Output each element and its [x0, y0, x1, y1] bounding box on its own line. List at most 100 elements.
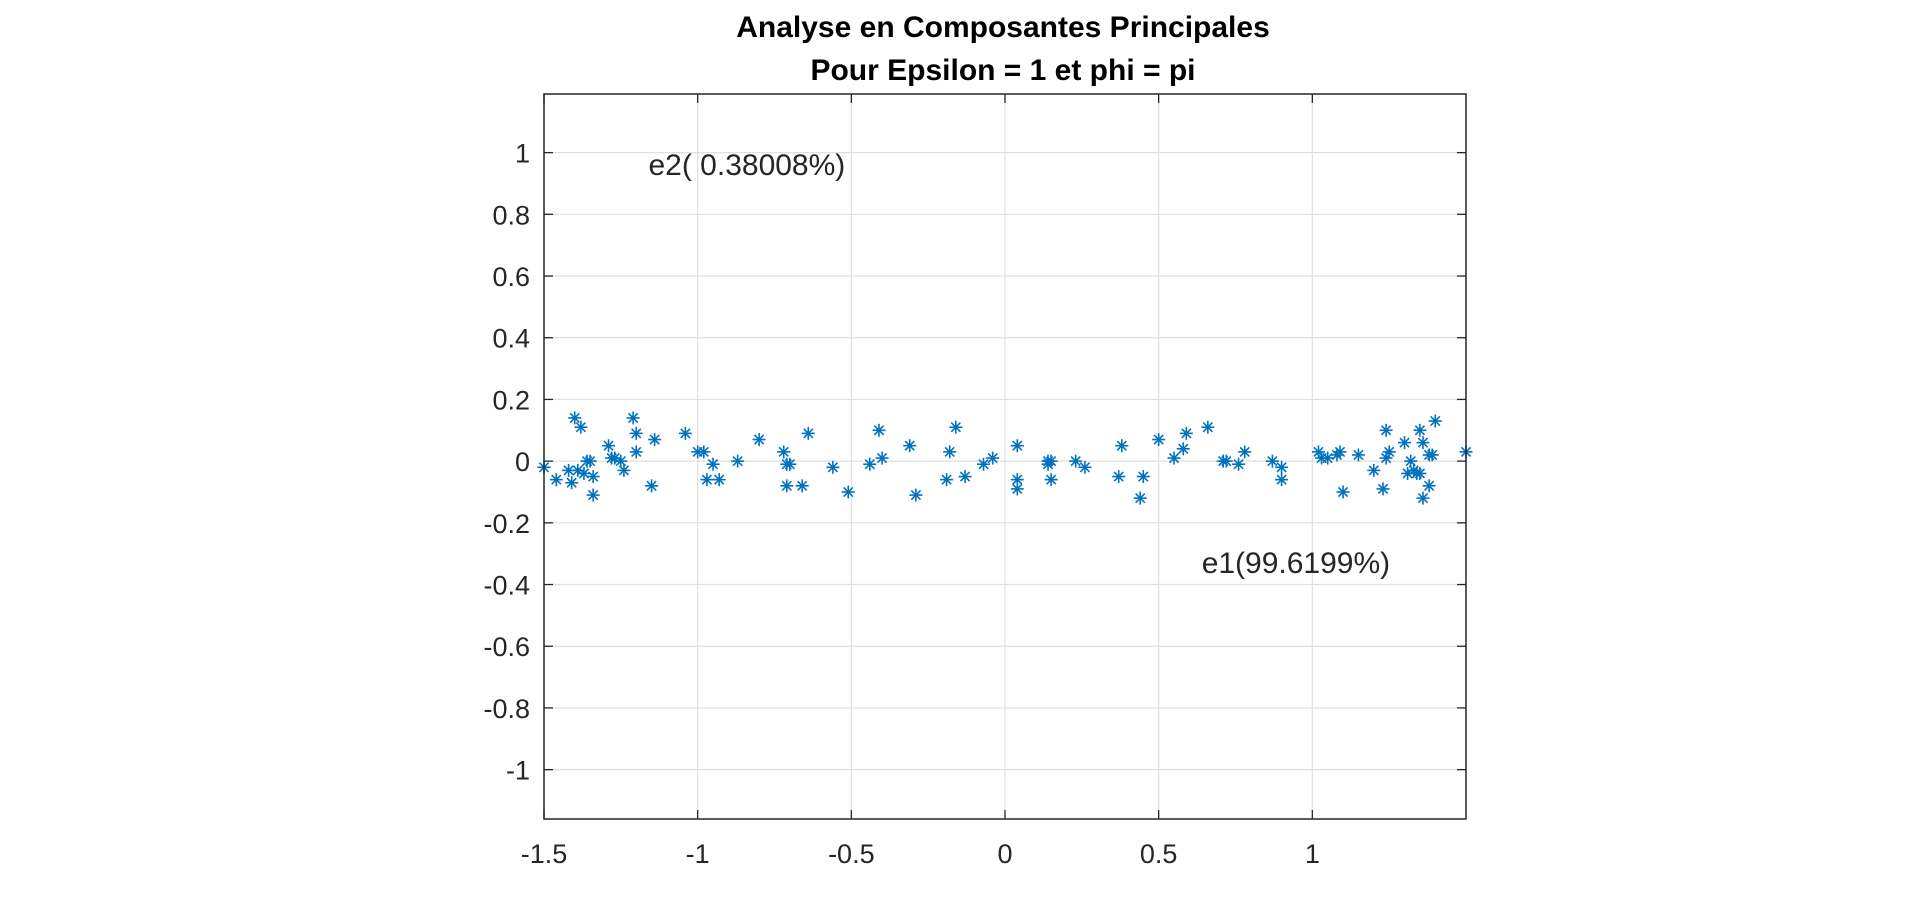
data-point — [1265, 454, 1279, 468]
data-point — [795, 479, 809, 493]
data-point — [863, 457, 877, 471]
data-point — [752, 433, 766, 447]
data-point — [909, 488, 923, 502]
data-point — [1336, 485, 1350, 499]
x-tick-label: 0.5 — [1140, 839, 1178, 869]
axis-ticks — [543, 94, 1466, 819]
data-point — [976, 457, 990, 471]
data-point — [629, 426, 643, 440]
data-point — [1044, 454, 1058, 468]
data-point — [1238, 445, 1252, 459]
y-tick-label: 0.4 — [492, 324, 530, 354]
data-point — [1376, 482, 1390, 496]
data-point — [1428, 414, 1442, 428]
data-point — [549, 473, 563, 487]
y-tick-label: 0.6 — [492, 262, 530, 292]
x-tick-label: -1 — [686, 839, 710, 869]
data-point — [875, 451, 889, 465]
data-point — [1351, 448, 1365, 462]
data-point — [903, 439, 917, 453]
data-point — [562, 463, 576, 477]
data-point — [608, 451, 622, 465]
data-point — [565, 476, 579, 490]
data-point — [614, 454, 628, 468]
data-point — [783, 457, 797, 471]
y-tick-label: -0.4 — [483, 571, 530, 601]
data-point — [1167, 451, 1181, 465]
data-point — [712, 473, 726, 487]
x-tick-label: -1.5 — [521, 839, 568, 869]
data-point — [568, 411, 582, 425]
data-point — [1416, 491, 1430, 505]
data-point — [574, 420, 588, 434]
data-point — [1069, 454, 1083, 468]
data-point — [1398, 436, 1412, 450]
data-point — [1422, 479, 1436, 493]
y-tick-label: -0.6 — [483, 632, 530, 662]
data-point — [586, 470, 600, 484]
annotation-e2: e2( 0.38008%) — [648, 149, 845, 182]
data-point — [1321, 451, 1335, 465]
data-point — [801, 426, 815, 440]
data-point — [629, 445, 643, 459]
data-point — [577, 466, 591, 480]
data-point — [1404, 454, 1418, 468]
data-point — [1379, 423, 1393, 437]
data-point — [1152, 433, 1166, 447]
data-point — [1333, 445, 1347, 459]
data-point — [583, 454, 597, 468]
chart-subtitle: Pour Epsilon = 1 et phi = pi — [810, 54, 1195, 87]
data-point — [1232, 457, 1246, 471]
data-points — [537, 411, 1473, 505]
data-point — [678, 426, 692, 440]
data-point — [1010, 439, 1024, 453]
y-tick-label: 0.2 — [492, 385, 530, 415]
data-point — [1413, 423, 1427, 437]
data-point — [1367, 463, 1381, 477]
data-point — [1413, 466, 1427, 480]
x-tick-label: 1 — [1305, 839, 1320, 869]
data-point — [1416, 436, 1430, 450]
data-point — [1275, 460, 1289, 474]
x-tick-label: 0 — [997, 839, 1012, 869]
data-point — [943, 445, 957, 459]
data-point — [586, 488, 600, 502]
data-point — [1115, 439, 1129, 453]
data-point — [958, 470, 972, 484]
y-tick-label: 1 — [515, 139, 530, 169]
data-point — [617, 463, 631, 477]
data-point — [648, 433, 662, 447]
data-point — [1179, 426, 1193, 440]
data-point — [940, 473, 954, 487]
data-point — [1382, 445, 1396, 459]
y-tick-label: 0 — [515, 447, 530, 477]
data-point — [706, 457, 720, 471]
data-point — [731, 454, 745, 468]
data-point — [1219, 454, 1233, 468]
data-point — [949, 420, 963, 434]
data-point — [1044, 473, 1058, 487]
data-point — [700, 473, 714, 487]
data-point — [697, 445, 711, 459]
data-point — [626, 411, 640, 425]
data-point — [1275, 473, 1289, 487]
data-point — [1425, 448, 1439, 462]
y-tick-label: 0.8 — [492, 200, 530, 230]
data-point — [1133, 491, 1147, 505]
data-point — [1010, 482, 1024, 496]
data-point — [1112, 470, 1126, 484]
data-point — [1176, 442, 1190, 456]
grid-lines — [543, 94, 1466, 819]
data-point — [777, 445, 791, 459]
data-point — [826, 460, 840, 474]
x-tick-label: -0.5 — [828, 839, 875, 869]
annotation-e1: e1(99.6199%) — [1202, 547, 1390, 580]
y-tick-label: -0.2 — [483, 509, 530, 539]
data-point — [986, 451, 1000, 465]
data-point — [645, 479, 659, 493]
data-point — [602, 439, 616, 453]
data-point — [1078, 460, 1092, 474]
data-point — [872, 423, 886, 437]
data-point — [841, 485, 855, 499]
